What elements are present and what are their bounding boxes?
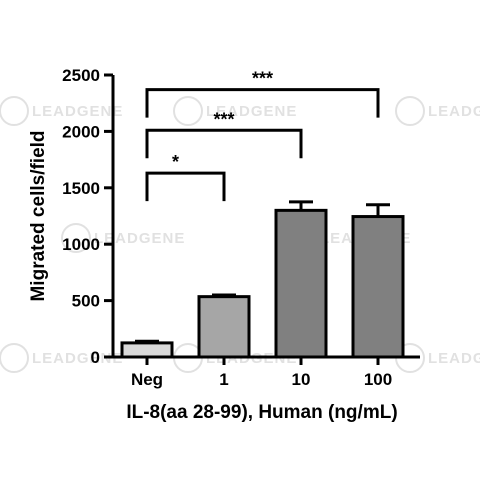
- bar-2: [274, 208, 328, 359]
- x-tick-label-0: Neg: [131, 370, 163, 389]
- y-tick-label-4: 2000: [62, 122, 100, 141]
- watermark-logo-icon: [0, 96, 29, 126]
- significance-label-1: ***: [213, 109, 234, 129]
- watermark-text: LEADGENE: [428, 350, 480, 367]
- error-bars-layer: [135, 200, 390, 343]
- x-tick-label-3: 100: [364, 370, 392, 389]
- bar-1: [197, 295, 251, 359]
- y-tick-label-3: 1500: [62, 179, 100, 198]
- watermark-text: LEADGENE: [206, 103, 297, 120]
- y-axis-title: Migrated cells/field: [28, 130, 49, 301]
- y-tick-label-5: 2500: [62, 66, 100, 85]
- watermark-text: LEADGENE: [428, 103, 480, 120]
- significance-layer: *******: [145, 69, 380, 202]
- x-axis-title: IL-8(aa 28-99), Human (ng/mL): [126, 402, 397, 423]
- watermark-text: LEADGENE: [32, 103, 123, 120]
- x-tick-label-1: 1: [219, 370, 228, 389]
- bar-0: [120, 341, 174, 359]
- y-tick-label-0: 0: [91, 348, 100, 367]
- watermark-logo-icon: [61, 223, 91, 253]
- watermark-text: LEADGENE: [94, 230, 185, 247]
- y-tick-label-2: 1000: [62, 235, 100, 254]
- significance-label-2: ***: [252, 69, 273, 89]
- x-tick-label-2: 10: [292, 370, 311, 389]
- x-axis: Neg 1 10 100: [111, 355, 420, 389]
- significance-bracket-2: [145, 88, 380, 118]
- significance-bracket-0: [145, 171, 226, 202]
- significance-bracket-1: [145, 128, 303, 159]
- bar-3: [351, 215, 405, 359]
- watermark-logo-icon: [173, 96, 203, 126]
- y-tick-label-1: 500: [72, 292, 100, 311]
- watermark-logo-icon: [395, 96, 425, 126]
- watermark-text: LEADGENE: [32, 350, 123, 367]
- significance-label-0: *: [172, 152, 179, 172]
- y-axis: 0 500 1000 1500 2000 2500: [62, 66, 115, 367]
- watermark-logo-icon: [0, 343, 29, 373]
